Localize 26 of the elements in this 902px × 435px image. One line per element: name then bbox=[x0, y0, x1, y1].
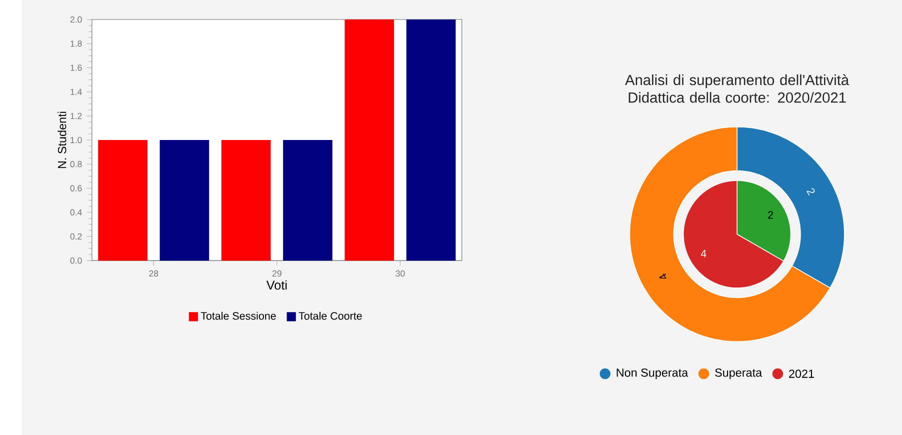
y-tick-label: 1.0 bbox=[70, 136, 82, 144]
legend-label: 2021 bbox=[789, 370, 814, 378]
y-tick-label: 1.6 bbox=[70, 64, 82, 71]
data-label: 4 bbox=[700, 250, 706, 258]
data-label: 2 bbox=[768, 211, 773, 219]
y-axis-title: N. Studenti bbox=[58, 112, 66, 168]
legend-label: Totale Coorte bbox=[298, 312, 362, 320]
y-tick-label: 1.2 bbox=[70, 112, 82, 119]
y-tick-label: 0.8 bbox=[70, 160, 82, 168]
x-tick-label: 28 bbox=[149, 270, 158, 276]
legend-label: Superata bbox=[715, 368, 762, 379]
legend-label: Non Superata bbox=[616, 368, 688, 379]
y-tick-label: 0.4 bbox=[70, 209, 82, 216]
y-tick-label: 2.0 bbox=[70, 16, 82, 22]
x-tick-label: 29 bbox=[272, 270, 282, 276]
y-tick-label: 1.8 bbox=[70, 40, 82, 47]
data-label: 4 bbox=[659, 273, 666, 279]
y-tick-label: 0.2 bbox=[70, 233, 82, 240]
y-tick-label: 1.4 bbox=[70, 88, 82, 95]
y-tick-label: 0.6 bbox=[70, 185, 82, 192]
chart-title: Analisi di superamento dell'Attività Didattica della coorte: 2020/2021 bbox=[625, 74, 850, 103]
x-axis-title: Voti bbox=[266, 280, 287, 290]
legend-label: Totale Sessione bbox=[200, 312, 276, 320]
x-tick-label: 30 bbox=[396, 270, 405, 276]
data-label: 2 bbox=[806, 188, 815, 196]
y-tick-label: 0.0 bbox=[70, 257, 82, 264]
